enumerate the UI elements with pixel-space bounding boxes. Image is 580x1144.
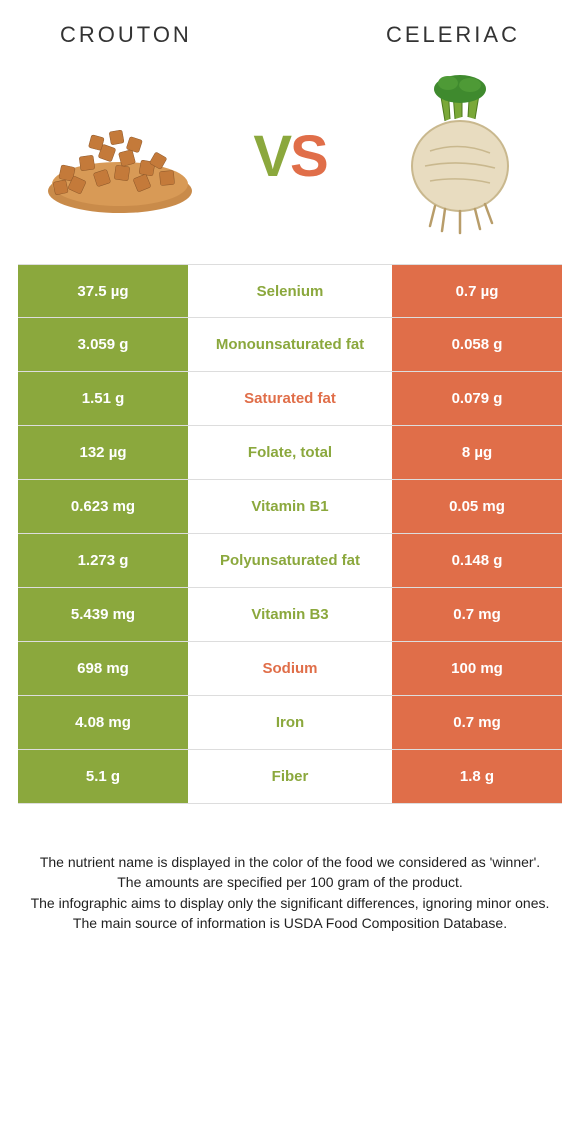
- images-row: VS: [0, 58, 580, 264]
- celeriac-root-icon: [390, 71, 530, 241]
- left-food-title: CROUTON: [60, 22, 192, 48]
- table-row: 1.51 gSaturated fat0.079 g: [18, 372, 562, 426]
- left-value-cell: 1.273 g: [18, 534, 188, 587]
- right-value-cell: 0.148 g: [392, 534, 562, 587]
- right-value-cell: 1.8 g: [392, 750, 562, 803]
- right-food-image: [380, 76, 540, 236]
- left-value-cell: 37.5 µg: [18, 265, 188, 317]
- nutrient-name-cell: Sodium: [188, 642, 392, 695]
- left-value-cell: 4.08 mg: [18, 696, 188, 749]
- header: CROUTON CELERIAC: [0, 0, 580, 58]
- table-row: 4.08 mgIron0.7 mg: [18, 696, 562, 750]
- right-value-cell: 0.05 mg: [392, 480, 562, 533]
- nutrient-name-cell: Folate, total: [188, 426, 392, 479]
- nutrient-table: 37.5 µgSelenium0.7 µg3.059 gMonounsatura…: [18, 264, 562, 804]
- nutrient-name-cell: Monounsaturated fat: [188, 318, 392, 371]
- right-value-cell: 8 µg: [392, 426, 562, 479]
- right-value-cell: 0.7 mg: [392, 588, 562, 641]
- crouton-pile-icon: [40, 96, 200, 216]
- nutrient-name-cell: Iron: [188, 696, 392, 749]
- footer-notes: The nutrient name is displayed in the co…: [0, 804, 580, 933]
- nutrient-name-cell: Vitamin B3: [188, 588, 392, 641]
- nutrient-name-cell: Vitamin B1: [188, 480, 392, 533]
- right-value-cell: 0.058 g: [392, 318, 562, 371]
- right-value-cell: 0.7 mg: [392, 696, 562, 749]
- footer-line: The nutrient name is displayed in the co…: [30, 852, 550, 872]
- nutrient-name-cell: Polyunsaturated fat: [188, 534, 392, 587]
- table-row: 698 mgSodium100 mg: [18, 642, 562, 696]
- nutrient-name-cell: Saturated fat: [188, 372, 392, 425]
- table-row: 132 µgFolate, total8 µg: [18, 426, 562, 480]
- footer-line: The infographic aims to display only the…: [30, 893, 550, 913]
- left-food-image: [40, 76, 200, 236]
- left-value-cell: 698 mg: [18, 642, 188, 695]
- table-row: 3.059 gMonounsaturated fat0.058 g: [18, 318, 562, 372]
- right-value-cell: 0.079 g: [392, 372, 562, 425]
- left-value-cell: 132 µg: [18, 426, 188, 479]
- left-value-cell: 5.1 g: [18, 750, 188, 803]
- table-row: 37.5 µgSelenium0.7 µg: [18, 264, 562, 318]
- table-row: 0.623 mgVitamin B10.05 mg: [18, 480, 562, 534]
- right-food-title: CELERIAC: [386, 22, 520, 48]
- vs-label: VS: [253, 123, 326, 190]
- vs-s: S: [290, 124, 327, 189]
- table-row: 5.1 gFiber1.8 g: [18, 750, 562, 804]
- table-row: 5.439 mgVitamin B30.7 mg: [18, 588, 562, 642]
- right-value-cell: 0.7 µg: [392, 265, 562, 317]
- footer-line: The amounts are specified per 100 gram o…: [30, 872, 550, 892]
- left-value-cell: 3.059 g: [18, 318, 188, 371]
- vs-v: V: [253, 124, 290, 189]
- left-value-cell: 1.51 g: [18, 372, 188, 425]
- nutrient-name-cell: Fiber: [188, 750, 392, 803]
- nutrient-name-cell: Selenium: [188, 265, 392, 317]
- right-value-cell: 100 mg: [392, 642, 562, 695]
- left-value-cell: 5.439 mg: [18, 588, 188, 641]
- footer-line: The main source of information is USDA F…: [30, 913, 550, 933]
- left-value-cell: 0.623 mg: [18, 480, 188, 533]
- table-row: 1.273 gPolyunsaturated fat0.148 g: [18, 534, 562, 588]
